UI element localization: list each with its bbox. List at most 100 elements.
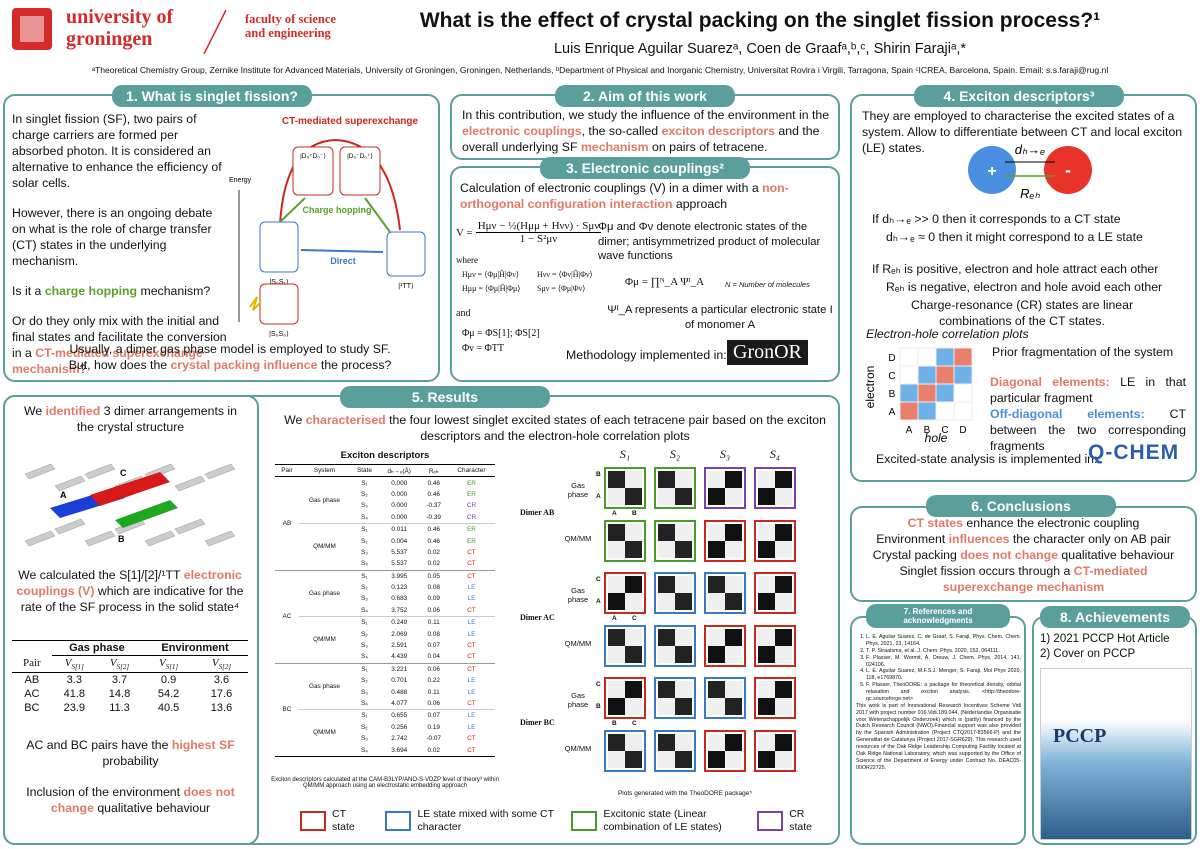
axis-letter: C: [632, 720, 637, 727]
plot-cell: [758, 523, 775, 541]
text-segment: mechanism: [580, 139, 649, 154]
state-box: [259, 221, 299, 273]
table-cell: 0.06: [427, 606, 440, 614]
plot-cell: [608, 576, 625, 593]
table-row: BC Gas phase S₁ 3.221 0.06 CT: [275, 663, 495, 713]
section-heading: 2. Aim of this work: [555, 85, 735, 107]
text-segment: 3 dimer arrangements in the crystal stru…: [76, 404, 237, 434]
table-cell: LE: [467, 677, 476, 685]
table-cell: S₄: [360, 560, 368, 568]
table-cell: 0.011: [378, 522, 420, 536]
correlation-plot: [654, 729, 696, 772]
plot-cell: [775, 750, 792, 768]
text-segment: CT-mediated superexchange mechanism: [12, 345, 203, 376]
group-label: Dimer AC: [520, 612, 555, 622]
plot-cell: [899, 365, 919, 385]
definition: Sμν = ⟨Φμ|Φν⟩: [537, 284, 586, 293]
authors: Luis Enrique Aguilar Suarezᵃ, Coen de Gr…: [553, 41, 967, 57]
axis-letter: C: [941, 425, 948, 436]
descriptor-label: dₕ→ₑ: [1015, 142, 1046, 157]
panel-references: [850, 616, 1026, 845]
formula-text: and: [456, 308, 471, 319]
definition: Hνν = ⟨Φν|Ĥ|Φν⟩: [537, 270, 593, 279]
table-cell: 0.46: [427, 479, 440, 487]
d-rules: If dₕ→ₑ >> 0 then it corresponds to a CT…: [872, 212, 1143, 246]
correlation-plot: [654, 677, 696, 719]
state-box: [386, 231, 426, 277]
text-segment: non-orthogonal configuration interaction: [460, 181, 789, 211]
plot-cell: [775, 488, 792, 505]
text-segment: influences: [948, 531, 1010, 546]
table-cell: 0.06: [427, 665, 440, 673]
table-row: BC 23.9 11.3 40.5 13.6: [12, 701, 248, 715]
plot-cell: [625, 628, 642, 646]
table-row: S₃ 0.683 0.09 LE: [275, 593, 495, 604]
table-row: S₄ 4.439 0.04 CT: [275, 651, 495, 663]
table-cell: S₄: [360, 700, 368, 707]
plot-cell: [899, 347, 919, 367]
group-label: Dimer BC: [520, 717, 555, 727]
text-segment: electronic couplings: [462, 123, 582, 138]
plot-cell: [675, 540, 692, 558]
table-cell: S₁: [349, 616, 379, 629]
plot-cell: [775, 471, 792, 488]
table-row: AC 41.8 14.8 54.2 17.6: [12, 687, 248, 701]
plot-cell: [658, 698, 675, 715]
section-heading: 5. Results: [340, 386, 550, 408]
definition: Hμν = ⟨Φμ|Ĥ|Φν⟩: [462, 270, 520, 279]
text-segment: We: [24, 404, 46, 418]
plot-cell: [953, 347, 973, 367]
plot-cell: [625, 471, 642, 488]
table-row: S₂ 0.123 0.08 LE: [275, 582, 495, 593]
paragraph: Off-diagonal elements: CT between the tw…: [990, 407, 1186, 455]
plot-cell: [675, 523, 692, 541]
table-cell: CR: [466, 513, 477, 521]
text-segment: electronic couplings (V): [16, 568, 242, 598]
table-row: S₃ 0.000 -0.37 CR: [275, 500, 495, 511]
plot-cell: [658, 645, 675, 663]
plot-cell: [725, 628, 742, 646]
section-heading: 8. Achievements: [1040, 606, 1190, 628]
section-heading: 1. What is singlet fission?: [112, 85, 312, 107]
table-cell: AC: [282, 613, 292, 621]
table-cell: S₂: [361, 537, 368, 545]
conclusions: CT states enhance the electronic couplin…: [856, 516, 1191, 596]
row-label: QM/MM: [564, 638, 592, 648]
plot-cell: [608, 488, 625, 505]
text-segment: probability: [102, 753, 159, 768]
state-label: |¹TT⟩: [398, 282, 414, 290]
table-cell: 0.256: [391, 723, 408, 731]
table-cell: 0.000: [391, 490, 408, 498]
plot-cell: [758, 681, 775, 698]
plot-cell: [625, 645, 642, 663]
cover-title: PCCP: [1053, 725, 1107, 747]
table-cell: 3.694: [391, 746, 408, 754]
plot-cell: [899, 401, 919, 421]
text-segment: charge hopping: [44, 283, 138, 298]
table-row: QM/MM S₁ 0.655 0.07 LE: [275, 709, 495, 757]
text-segment: In singlet fission (SF), two pairs of ch…: [12, 112, 222, 190]
paragraph: We identified 3 dimer arrangements in th…: [18, 404, 243, 436]
plot-cell: [775, 698, 792, 715]
table-cell: S₁: [361, 665, 368, 673]
table-cell: 0.000: [391, 513, 408, 521]
table-cell: AB: [24, 673, 40, 686]
text-segment: AC and BC pairs have the: [26, 738, 172, 752]
section-heading: 7. References and acknowledgments: [866, 604, 1010, 628]
axis-letter: A: [906, 425, 913, 436]
table-row: AC Gas phase S₁ 3.995 0.05 CT: [275, 570, 495, 620]
table-cell: 0.000: [391, 502, 408, 510]
table-cell: BC: [24, 701, 40, 714]
plot-cell: [675, 593, 692, 610]
plot-cell: [658, 733, 675, 751]
caption: Plots generated with the TheoDORE packag…: [617, 790, 753, 797]
rule: Rₑₕ is negative, electron and hole avoid…: [886, 279, 1163, 294]
table-cell: Gas phase: [309, 682, 340, 690]
table-cell: S₃: [360, 502, 368, 510]
table-cell: S₃: [360, 642, 368, 650]
table-header: VS[2]: [96, 655, 143, 673]
hole-circle: [968, 146, 1016, 194]
table-cell: S₂: [361, 584, 368, 592]
table-cell: 0.07: [427, 642, 440, 650]
axis-letter: B: [596, 703, 601, 710]
